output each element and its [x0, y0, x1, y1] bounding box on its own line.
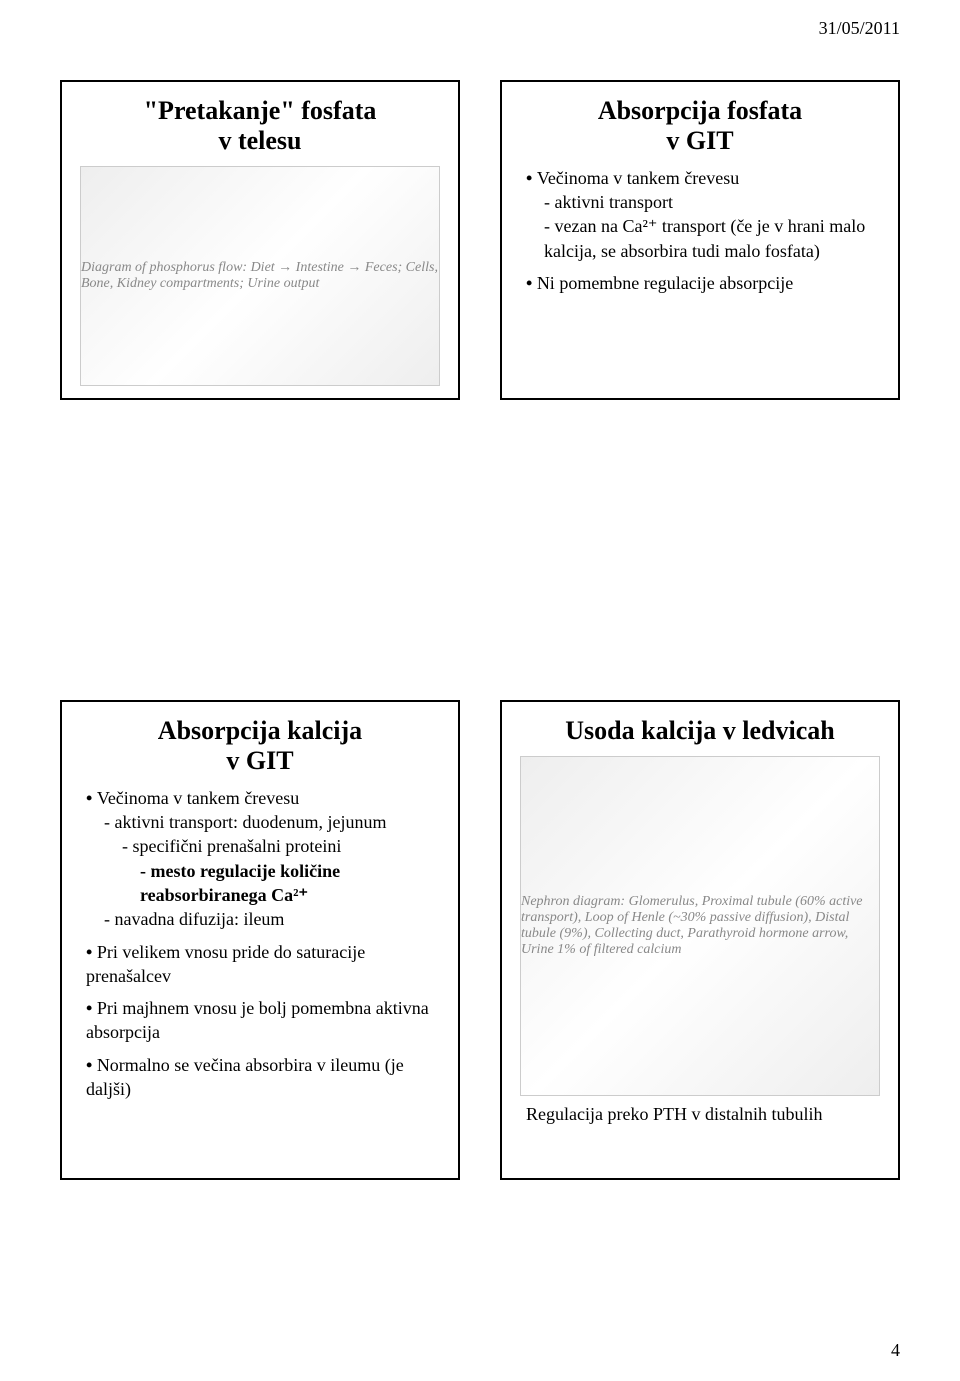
- slide-title: "Pretakanje" fosfata v telesu: [80, 96, 440, 156]
- bullet-text: Pri majhnem vnosu je bolj pomembna aktiv…: [86, 998, 429, 1042]
- bullet-list: Večinoma v tankem črevesu - aktivni tran…: [520, 166, 880, 295]
- bullet-item: Normalno se večina absorbira v ileumu (j…: [86, 1053, 440, 1102]
- slide-bottom-left: Absorpcija kalcija v GIT Večinoma v tank…: [60, 700, 460, 1180]
- title-line: "Pretakanje" fosfata: [144, 96, 377, 125]
- page-number: 4: [891, 1340, 900, 1361]
- title-line: v GIT: [666, 126, 733, 155]
- bullet-item: Pri majhnem vnosu je bolj pomembna aktiv…: [86, 996, 440, 1045]
- bullet-item: Večinoma v tankem črevesu - aktivni tran…: [86, 786, 440, 932]
- slide-top-left: "Pretakanje" fosfata v telesu Diagram of…: [60, 80, 460, 400]
- bullet-text: Normalno se večina absorbira v ileumu (j…: [86, 1055, 404, 1099]
- bullet-text: Ni pomembne regulacije absorpcije: [537, 273, 793, 293]
- bullet-item: Večinoma v tankem črevesu - aktivni tran…: [526, 166, 880, 263]
- sub-item-bold: - mesto regulacije količine reabsorbiran…: [86, 859, 440, 908]
- bullet-item: Ni pomembne regulacije absorpcije: [526, 271, 880, 295]
- bullet-list: Večinoma v tankem črevesu - aktivni tran…: [80, 786, 440, 1102]
- title-line: v GIT: [226, 746, 293, 775]
- bullet-text: Večinoma v tankem črevesu: [97, 788, 299, 808]
- sub-item: - specifični prenašalni proteini: [86, 834, 440, 858]
- slide-title: Usoda kalcija v ledvicah: [520, 716, 880, 746]
- sub-item: - aktivni transport: duodenum, jejunum: [86, 810, 440, 834]
- slide-top-right: Absorpcija fosfata v GIT Večinoma v tank…: [500, 80, 900, 400]
- title-line: v telesu: [218, 126, 301, 155]
- slide-title: Absorpcija kalcija v GIT: [80, 716, 440, 776]
- slide-bottom-right: Usoda kalcija v ledvicah Nephron diagram…: [500, 700, 900, 1180]
- title-line: Absorpcija fosfata: [598, 96, 802, 125]
- bullet-item: Pri velikem vnosu pride do saturacije pr…: [86, 940, 440, 989]
- sub-item: - vezan na Ca²⁺ transport (če je v hrani…: [526, 214, 880, 263]
- bullet-text: Pri velikem vnosu pride do saturacije pr…: [86, 942, 365, 986]
- sub-item: - navadna difuzija: ileum: [86, 907, 440, 931]
- title-line: Absorpcija kalcija: [158, 716, 362, 745]
- sub-item: - aktivni transport: [526, 190, 880, 214]
- phosphate-flow-diagram: Diagram of phosphorus flow: Diet → Intes…: [80, 166, 440, 386]
- figure-caption: Regulacija preko PTH v distalnih tubulih: [520, 1104, 880, 1125]
- nephron-diagram: Nephron diagram: Glomerulus, Proximal tu…: [520, 756, 880, 1096]
- slide-title: Absorpcija fosfata v GIT: [520, 96, 880, 156]
- bullet-text: Večinoma v tankem črevesu: [537, 168, 739, 188]
- page-date: 31/05/2011: [819, 18, 900, 39]
